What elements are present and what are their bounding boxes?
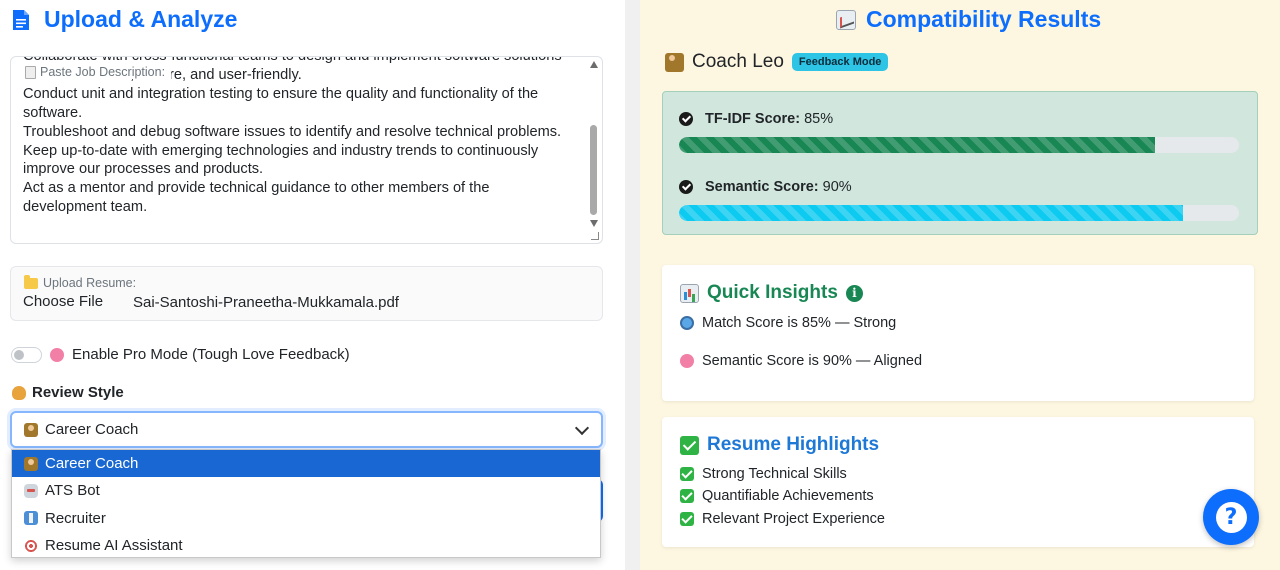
check-mark-icon: [680, 467, 694, 481]
textarea-scrollbar[interactable]: [588, 59, 600, 235]
insight-item: Match Score is 85% — Strong: [680, 315, 896, 331]
pro-mode-label[interactable]: Enable Pro Mode (Tough Love Feedback): [72, 346, 350, 363]
pro-mode-toggle[interactable]: [11, 346, 42, 363]
check-mark-button-icon: [680, 435, 699, 455]
option-label: Career Coach: [45, 455, 139, 473]
review-style-select[interactable]: Career Coach: [10, 411, 603, 448]
highlight-item: Relevant Project Experience: [680, 511, 885, 527]
job-description-label-text: Paste Job Description:: [40, 65, 166, 79]
review-style-selected: Career Coach: [24, 421, 138, 438]
check-circle-icon: [679, 180, 693, 194]
theater-masks-icon: [12, 385, 26, 400]
insight-text: Match Score is 85% — Strong: [702, 315, 897, 331]
highlight-text: Quantifiable Achievements: [702, 488, 874, 504]
highlight-text: Strong Technical Skills: [702, 466, 847, 482]
highlight-item: Quantifiable Achievements: [680, 488, 874, 504]
toggle-knob: [14, 349, 24, 360]
feedback-mode-badge: Feedback Mode: [791, 53, 889, 71]
option-label: Resume AI Assistant: [45, 537, 183, 555]
resume-highlights-card: Resume Highlights Strong Technical Skill…: [662, 417, 1254, 547]
option-ats-bot[interactable]: ATS Bot: [12, 477, 600, 504]
tfidf-score-line: TF-IDF Score: 85%: [679, 111, 833, 127]
review-style-label: Review Style: [12, 384, 124, 401]
scroll-down-icon[interactable]: [590, 220, 598, 227]
coach-icon: [24, 422, 38, 437]
robot-icon: [24, 483, 38, 498]
upload-title: Upload & Analyze: [12, 6, 237, 33]
semantic-progress-fill: [679, 205, 1183, 221]
resume-upload-box: Upload Resume: Choose File Sai-Santoshi-…: [10, 266, 603, 321]
scroll-up-icon[interactable]: [590, 61, 598, 68]
coach-name: Coach Leo: [692, 51, 784, 72]
insight-text: Semantic Score is 90% — Aligned: [702, 353, 923, 369]
results-title-text: Compatibility Results: [866, 6, 1102, 32]
chevron-down-icon[interactable]: [574, 420, 590, 436]
coach-icon: [665, 52, 684, 72]
upload-panel: Upload & Analyze Collaborate with cross-…: [0, 0, 625, 570]
coach-row: Coach Leo Feedback Mode: [665, 51, 889, 73]
resume-upload-label-text: Upload Resume:: [43, 276, 137, 290]
coach-icon: [24, 456, 38, 471]
brain-icon: [50, 347, 64, 362]
resume-highlights-title: Resume Highlights: [680, 434, 879, 456]
semantic-score-line: Semantic Score: 90%: [679, 179, 852, 195]
highlight-item: Strong Technical Skills: [680, 466, 847, 482]
quick-insights-title: Quick Insights i: [680, 282, 863, 304]
brain-icon: [680, 354, 694, 368]
bar-chart-icon: [680, 283, 699, 303]
panel-divider: [625, 0, 640, 570]
folder-icon: [24, 274, 38, 289]
pro-mode-row: Enable Pro Mode (Tough Love Feedback): [11, 346, 350, 363]
option-label: ATS Bot: [45, 482, 100, 500]
job-description-label: Paste Job Description:: [23, 65, 172, 79]
job-description-text[interactable]: Collaborate with cross-functional teams …: [23, 56, 562, 216]
check-mark-icon: [680, 489, 694, 503]
choose-file-button[interactable]: Choose File: [23, 293, 104, 310]
scroll-thumb[interactable]: [590, 125, 597, 215]
help-button[interactable]: ?: [1203, 489, 1259, 545]
upload-title-text: Upload & Analyze: [44, 6, 238, 32]
results-panel: Compatibility Results Coach Leo Feedback…: [640, 0, 1280, 570]
resume-upload-label: Upload Resume:: [24, 274, 137, 290]
tfidf-score-label: TF-IDF Score:: [705, 111, 801, 127]
semantic-progress-bar: [679, 205, 1239, 221]
quick-insights-title-text: Quick Insights: [707, 282, 838, 303]
recruiter-icon: [24, 511, 38, 526]
check-circle-icon: [679, 112, 693, 126]
tfidf-score-value: 85%: [804, 111, 834, 127]
review-style-selected-text: Career Coach: [45, 421, 139, 438]
score-box: TF-IDF Score: 85% Semantic Score: 90%: [662, 91, 1258, 235]
resize-handle[interactable]: [591, 232, 599, 240]
semantic-score-label: Semantic Score:: [705, 179, 819, 195]
question-mark-icon: ?: [1215, 501, 1247, 533]
option-recruiter[interactable]: Recruiter: [12, 505, 600, 532]
job-description-textarea[interactable]: Collaborate with cross-functional teams …: [10, 56, 603, 244]
resume-highlights-title-text: Resume Highlights: [707, 434, 880, 455]
target-icon: [24, 538, 38, 553]
document-icon: [13, 9, 29, 30]
review-style-label-text: Review Style: [32, 384, 124, 401]
check-mark-icon: [680, 512, 694, 526]
tfidf-progress-bar: [679, 137, 1239, 153]
review-style-dropdown[interactable]: Career Coach ATS Bot Recruiter Resume AI…: [11, 449, 601, 558]
chart-increasing-icon: [836, 9, 856, 30]
highlight-text: Relevant Project Experience: [702, 511, 885, 527]
memo-icon: [25, 65, 36, 79]
results-title: Compatibility Results: [836, 6, 1101, 33]
insight-item: Semantic Score is 90% — Aligned: [680, 353, 922, 369]
option-resume-ai-assistant[interactable]: Resume AI Assistant: [12, 532, 600, 559]
semantic-score-value: 90%: [822, 179, 852, 195]
tfidf-progress-fill: [679, 137, 1155, 153]
option-career-coach[interactable]: Career Coach: [12, 450, 600, 478]
magnifying-glass-icon: [680, 316, 694, 330]
option-label: Recruiter: [45, 509, 106, 527]
quick-insights-card: Quick Insights i Match Score is 85% — St…: [662, 265, 1254, 401]
info-icon[interactable]: i: [845, 284, 863, 302]
selected-file-name: Sai-Santoshi-Praneetha-Mukkamala.pdf: [133, 294, 399, 311]
